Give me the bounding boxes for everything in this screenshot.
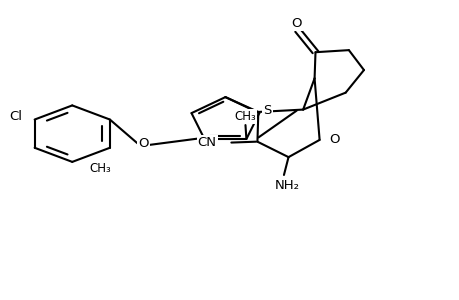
Text: NH₂: NH₂: [274, 178, 299, 192]
Text: CH₃: CH₃: [90, 162, 111, 175]
Text: O: O: [138, 137, 149, 150]
Text: CH₃: CH₃: [234, 110, 256, 123]
Text: Cl: Cl: [9, 110, 22, 123]
Text: O: O: [291, 17, 302, 30]
Text: S: S: [263, 104, 271, 117]
Text: O: O: [329, 134, 340, 146]
Text: CN: CN: [197, 136, 216, 149]
